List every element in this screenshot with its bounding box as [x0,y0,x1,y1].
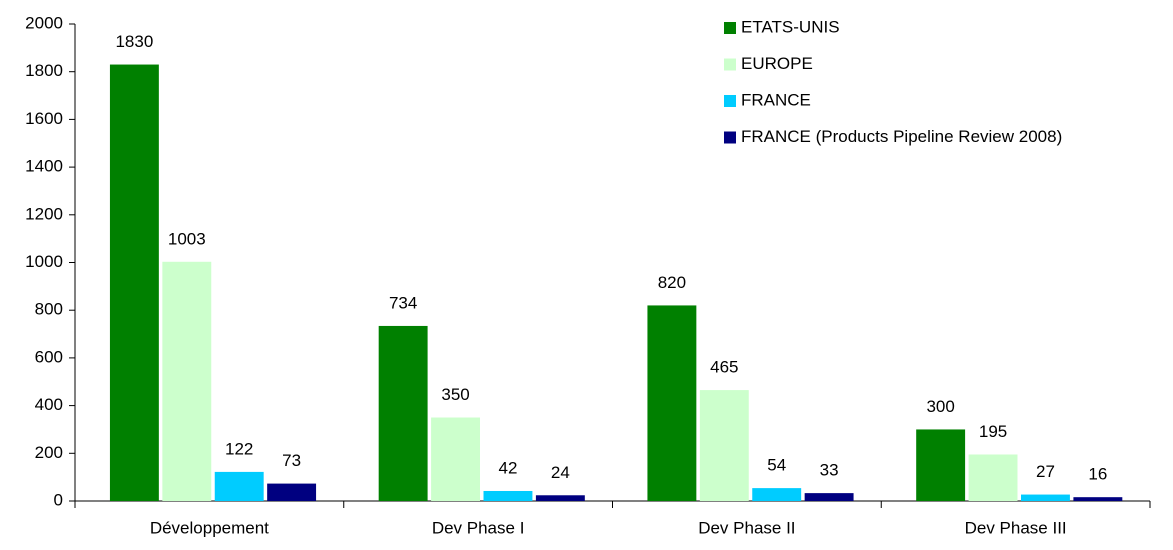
legend-swatch [724,22,736,34]
legend-label: FRANCE (Products Pipeline Review 2008) [741,127,1062,146]
x-tick-label: Dev Phase II [698,518,795,537]
y-tick-label: 200 [35,443,63,462]
bar [752,488,802,501]
y-tick-label: 400 [35,395,63,414]
x-tick-label: Dev Phase III [965,518,1067,537]
data-label: 54 [767,456,786,475]
bar [535,495,585,501]
legend-label: EUROPE [741,54,813,73]
bar [162,261,212,501]
bar [431,417,481,501]
bar [699,390,749,501]
y-tick-label: 1000 [25,252,63,271]
data-label: 122 [225,439,253,458]
data-label: 195 [979,422,1007,441]
data-label: 1003 [168,229,206,248]
y-tick-label: 1200 [25,204,63,223]
data-label: 33 [820,461,839,480]
data-label: 42 [498,458,517,477]
data-label: 24 [551,463,570,482]
data-label: 300 [926,397,954,416]
data-label: 350 [441,385,469,404]
y-tick-label: 600 [35,347,63,366]
bar [916,429,966,501]
bar [267,483,317,501]
data-label: 16 [1088,465,1107,484]
y-tick-label: 1800 [25,61,63,80]
legend-swatch [724,58,736,71]
legend-swatch [724,95,736,107]
data-label: 465 [710,358,738,377]
data-label: 73 [282,451,301,470]
x-tick-label: Développement [150,518,269,537]
legend-label: FRANCE [741,90,811,109]
legend-swatch [724,131,736,144]
y-tick-label: 1400 [25,157,63,176]
bar [1073,497,1123,501]
legend-label: ETATS-UNIS [741,17,840,36]
y-tick-label: 0 [54,490,63,509]
bar [1021,494,1070,501]
bar [647,305,697,501]
bar [109,64,159,502]
data-label: 734 [389,293,417,312]
data-label: 820 [658,273,686,292]
bar [968,454,1018,501]
bar [804,493,854,501]
y-tick-label: 800 [35,300,63,319]
data-label: 1830 [115,32,153,51]
bar [483,490,533,501]
x-tick-label: Dev Phase I [432,518,525,537]
data-label: 27 [1036,462,1055,481]
y-tick-label: 1600 [25,109,63,128]
bar [378,325,428,501]
bar [214,471,264,501]
y-tick-label: 2000 [25,13,63,32]
